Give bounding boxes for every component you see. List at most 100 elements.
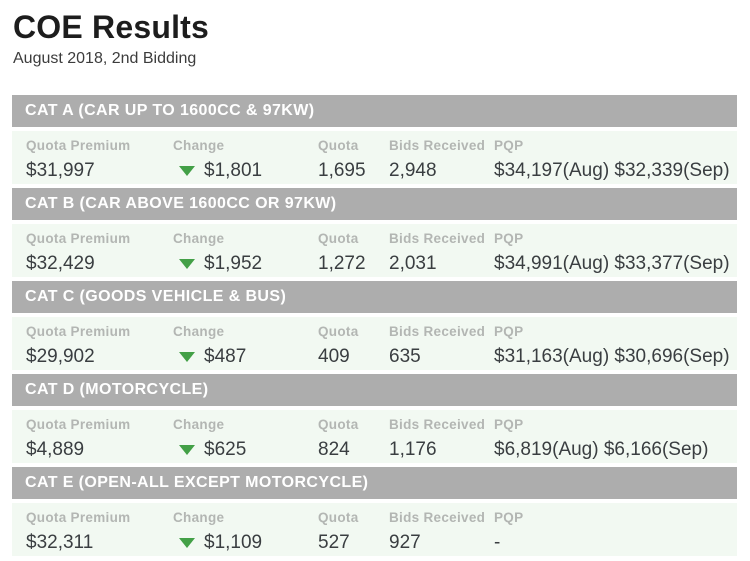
pqp-value: $34,991(Aug) $33,377(Sep) bbox=[494, 253, 730, 274]
bids-received-value: 635 bbox=[389, 346, 421, 367]
pqp-cell: PQP - bbox=[494, 510, 737, 556]
quota-premium-cell: Quota Premium $4,889 bbox=[26, 417, 173, 463]
quota-premium-value: $32,429 bbox=[26, 253, 95, 274]
category-results-row: Quota Premium $32,311 Change $1,109 Quot… bbox=[12, 503, 737, 556]
category-header: CAT C (GOODS VEHICLE & BUS) bbox=[12, 281, 737, 313]
pqp-label: PQP bbox=[494, 138, 524, 153]
pqp-label: PQP bbox=[494, 510, 524, 525]
bids-received-label: Bids Received bbox=[389, 510, 486, 525]
bids-received-cell: Bids Received 2,948 bbox=[389, 138, 494, 184]
page-subtitle: August 2018, 2nd Bidding bbox=[13, 50, 197, 67]
coe-category-section: CAT C (GOODS VEHICLE & BUS) Quota Premiu… bbox=[12, 281, 737, 370]
quota-cell: Quota 527 bbox=[318, 510, 389, 556]
quota-value: 824 bbox=[318, 439, 350, 460]
change-down-icon bbox=[179, 538, 195, 548]
change-cell: Change $487 bbox=[173, 324, 318, 370]
quota-premium-label: Quota Premium bbox=[26, 510, 131, 525]
bids-received-label: Bids Received bbox=[389, 417, 486, 432]
change-label: Change bbox=[173, 138, 225, 153]
category-header: CAT A (CAR UP TO 1600CC & 97KW) bbox=[12, 95, 737, 127]
pqp-value: $34,197(Aug) $32,339(Sep) bbox=[494, 160, 730, 181]
coe-category-section: CAT A (CAR UP TO 1600CC & 97KW) Quota Pr… bbox=[12, 95, 737, 184]
pqp-label: PQP bbox=[494, 231, 524, 246]
quota-cell: Quota 824 bbox=[318, 417, 389, 463]
change-value: $1,952 bbox=[173, 253, 318, 275]
quota-label: Quota bbox=[318, 138, 359, 153]
change-amount: $487 bbox=[204, 346, 247, 367]
quota-label: Quota bbox=[318, 231, 359, 246]
pqp-cell: PQP $31,163(Aug) $30,696(Sep) bbox=[494, 324, 737, 370]
change-amount: $1,801 bbox=[204, 160, 263, 181]
change-cell: Change $625 bbox=[173, 417, 318, 463]
category-header: CAT E (OPEN-ALL EXCEPT MOTORCYCLE) bbox=[12, 467, 737, 499]
quota-value: 1,695 bbox=[318, 160, 366, 181]
quota-premium-cell: Quota Premium $29,902 bbox=[26, 324, 173, 370]
pqp-cell: PQP $34,991(Aug) $33,377(Sep) bbox=[494, 231, 737, 277]
quota-premium-value: $4,889 bbox=[26, 439, 85, 460]
quota-premium-label: Quota Premium bbox=[26, 417, 131, 432]
page-title: COE Results bbox=[13, 9, 210, 45]
quota-label: Quota bbox=[318, 510, 359, 525]
pqp-value: - bbox=[494, 532, 501, 553]
change-label: Change bbox=[173, 324, 225, 339]
quota-label: Quota bbox=[318, 324, 359, 339]
bids-received-label: Bids Received bbox=[389, 138, 486, 153]
change-value: $1,109 bbox=[173, 532, 318, 554]
change-amount: $625 bbox=[204, 439, 247, 460]
bids-received-value: 927 bbox=[389, 532, 421, 553]
quota-premium-label: Quota Premium bbox=[26, 138, 131, 153]
bids-received-value: 2,948 bbox=[389, 160, 437, 181]
quota-premium-cell: Quota Premium $31,997 bbox=[26, 138, 173, 184]
change-value: $487 bbox=[173, 346, 318, 368]
bids-received-cell: Bids Received 2,031 bbox=[389, 231, 494, 277]
quota-value: 1,272 bbox=[318, 253, 366, 274]
quota-premium-cell: Quota Premium $32,311 bbox=[26, 510, 173, 556]
pqp-label: PQP bbox=[494, 417, 524, 432]
change-label: Change bbox=[173, 417, 225, 432]
results-list: CAT A (CAR UP TO 1600CC & 97KW) Quota Pr… bbox=[12, 95, 737, 556]
change-down-icon bbox=[179, 445, 195, 455]
change-value: $625 bbox=[173, 439, 318, 461]
change-down-icon bbox=[179, 166, 195, 176]
pqp-cell: PQP $34,197(Aug) $32,339(Sep) bbox=[494, 138, 737, 184]
quota-premium-value: $32,311 bbox=[26, 532, 94, 553]
coe-category-section: CAT B (CAR ABOVE 1600CC OR 97KW) Quota P… bbox=[12, 188, 737, 277]
change-cell: Change $1,952 bbox=[173, 231, 318, 277]
pqp-cell: PQP $6,819(Aug) $6,166(Sep) bbox=[494, 417, 737, 463]
change-amount: $1,952 bbox=[204, 253, 263, 274]
quota-value: 527 bbox=[318, 532, 350, 553]
change-amount: $1,109 bbox=[204, 532, 263, 553]
quota-cell: Quota 409 bbox=[318, 324, 389, 370]
change-label: Change bbox=[173, 510, 225, 525]
quota-premium-label: Quota Premium bbox=[26, 231, 131, 246]
category-results-row: Quota Premium $4,889 Change $625 Quota 8… bbox=[12, 410, 737, 463]
pqp-value: $31,163(Aug) $30,696(Sep) bbox=[494, 346, 730, 367]
change-value: $1,801 bbox=[173, 160, 318, 182]
change-cell: Change $1,109 bbox=[173, 510, 318, 556]
quota-label: Quota bbox=[318, 417, 359, 432]
pqp-label: PQP bbox=[494, 324, 524, 339]
category-results-row: Quota Premium $31,997 Change $1,801 Quot… bbox=[12, 131, 737, 184]
pqp-value: $6,819(Aug) $6,166(Sep) bbox=[494, 439, 709, 460]
quota-cell: Quota 1,272 bbox=[318, 231, 389, 277]
bids-received-value: 2,031 bbox=[389, 253, 437, 274]
quota-cell: Quota 1,695 bbox=[318, 138, 389, 184]
quota-premium-value: $31,997 bbox=[26, 160, 95, 181]
coe-category-section: CAT E (OPEN-ALL EXCEPT MOTORCYCLE) Quota… bbox=[12, 467, 737, 556]
change-label: Change bbox=[173, 231, 225, 246]
change-down-icon bbox=[179, 352, 195, 362]
bids-received-value: 1,176 bbox=[389, 439, 437, 460]
category-results-row: Quota Premium $29,902 Change $487 Quota … bbox=[12, 317, 737, 370]
bids-received-cell: Bids Received 927 bbox=[389, 510, 494, 556]
quota-premium-cell: Quota Premium $32,429 bbox=[26, 231, 173, 277]
coe-category-section: CAT D (MOTORCYCLE) Quota Premium $4,889 … bbox=[12, 374, 737, 463]
category-header: CAT D (MOTORCYCLE) bbox=[12, 374, 737, 406]
bids-received-label: Bids Received bbox=[389, 324, 486, 339]
category-results-row: Quota Premium $32,429 Change $1,952 Quot… bbox=[12, 224, 737, 277]
bids-received-cell: Bids Received 1,176 bbox=[389, 417, 494, 463]
change-down-icon bbox=[179, 259, 195, 269]
category-header: CAT B (CAR ABOVE 1600CC OR 97KW) bbox=[12, 188, 737, 220]
quota-value: 409 bbox=[318, 346, 350, 367]
quota-premium-value: $29,902 bbox=[26, 346, 95, 367]
